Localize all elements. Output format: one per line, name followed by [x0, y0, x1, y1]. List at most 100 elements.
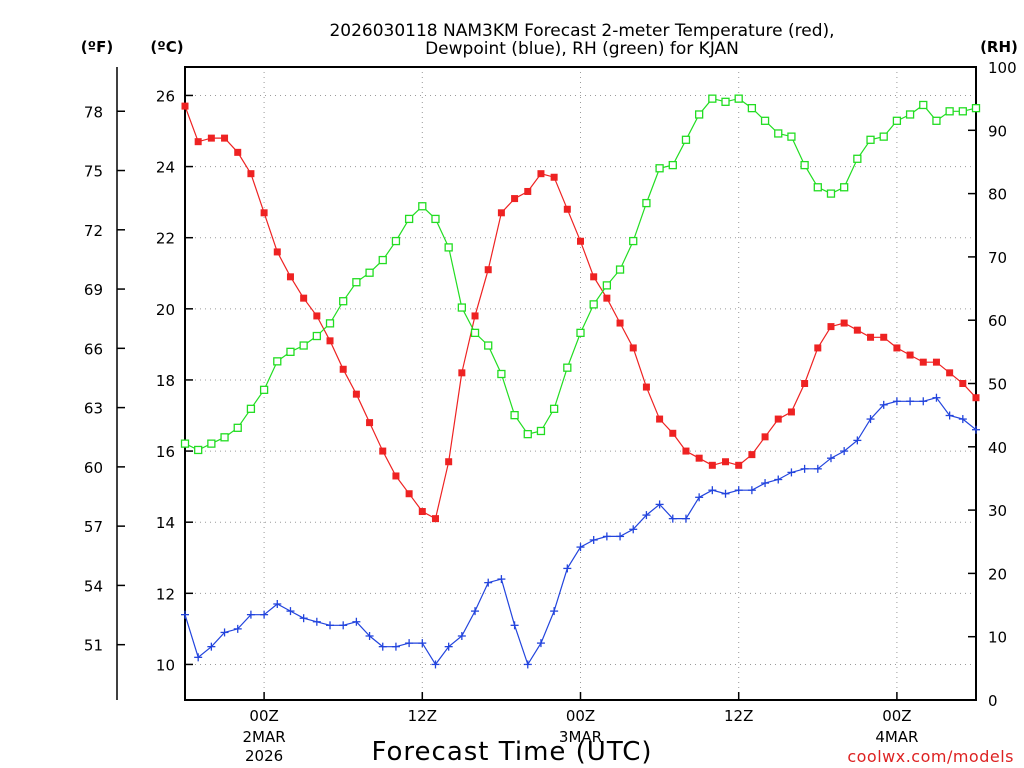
temperature-point: [695, 454, 703, 462]
rh-point: [194, 445, 203, 455]
temperature-point: [761, 433, 769, 441]
x-tick-date-label: 2MAR: [243, 728, 286, 746]
dewpoint-point: [695, 493, 704, 502]
dewpoint-point: [813, 464, 822, 473]
rh-tick-label: 30: [988, 502, 1007, 520]
fahrenheit-tick-label: 51: [84, 637, 103, 655]
series-rh: [180, 94, 981, 455]
rh-point: [365, 268, 374, 277]
grid-lines: [185, 67, 976, 700]
dewpoint-point: [207, 642, 216, 651]
rh-point: [312, 331, 321, 341]
temperature-point: [906, 351, 914, 359]
rh-tick-label: 40: [988, 439, 1007, 457]
series-dewpoint: [181, 393, 980, 669]
fahrenheit-tick-label: 66: [84, 340, 103, 358]
axes-group: 10 12 14 16 18 20 22 24 26 51 54 57 60 63 66 69 72 75 78 0 1…: [84, 59, 1017, 765]
chart-title-line2: Dewpoint (blue), RH (green) for KJAN: [425, 39, 739, 59]
rh-point: [404, 214, 414, 224]
temperature-point: [722, 458, 730, 466]
dewpoint-point: [668, 514, 677, 523]
dewpoint-point: [721, 489, 730, 498]
rh-tick-label: 80: [988, 186, 1007, 204]
rh-point: [497, 369, 506, 379]
temperature-point: [458, 369, 466, 377]
dewpoint-point: [510, 621, 519, 630]
rh-point: [853, 154, 862, 163]
rh-point: [220, 433, 229, 442]
temperature-point: [471, 312, 479, 320]
rh-point: [470, 328, 480, 338]
dewpoint-point: [312, 617, 321, 626]
rh-point: [589, 300, 598, 309]
temperature-point: [814, 344, 822, 352]
temperature-point: [181, 102, 189, 110]
celsius-tick-label: 12: [156, 585, 175, 603]
rh-point: [273, 357, 282, 366]
dewpoint-point: [378, 642, 387, 651]
rh-point: [734, 94, 743, 103]
temperature-point: [603, 294, 611, 302]
dewpoint-point: [708, 486, 717, 495]
rh-tick-label: 60: [988, 312, 1007, 330]
dewpoint-point: [761, 479, 770, 488]
rh-point: [418, 202, 427, 211]
x-axis-label: Forecast Time (UTC): [371, 737, 652, 767]
dewpoint-point: [471, 607, 480, 616]
rh-point: [774, 129, 783, 138]
rh-point: [378, 255, 387, 265]
temperature-point: [959, 380, 967, 387]
temperature-point: [787, 408, 795, 416]
dewpoint-point: [194, 653, 203, 662]
temperature-point: [247, 170, 255, 178]
temperature-point: [867, 333, 875, 341]
temperature-point: [537, 170, 545, 178]
temperature-point: [840, 319, 848, 327]
dewpoint-point: [273, 599, 282, 608]
dewpoint-point: [919, 397, 928, 406]
dewpoint-point: [892, 397, 901, 406]
dewpoint-point: [550, 607, 559, 616]
temperature-point: [735, 461, 743, 469]
temperature-point: [418, 508, 426, 516]
dewpoint-point: [958, 415, 967, 424]
rh-point: [536, 426, 546, 436]
dewpoint-point: [972, 425, 980, 434]
x-tick-date-label: 3MAR: [559, 728, 602, 746]
temperature-point: [590, 273, 598, 281]
temperature-point: [642, 383, 650, 391]
rh-point: [510, 410, 519, 420]
dewpoint-point: [457, 631, 466, 640]
rh-point: [971, 103, 981, 113]
rh-point: [787, 132, 796, 141]
temperature-point: [194, 138, 202, 146]
celsius-unit-label: (ºC): [150, 38, 183, 56]
temperature-point: [774, 415, 782, 423]
rh-point: [576, 328, 585, 338]
dewpoint-point: [339, 621, 348, 630]
dewpoint-point: [233, 624, 242, 633]
x-tick-year-label: 2026: [245, 747, 283, 765]
dewpoint-point: [523, 660, 532, 669]
rh-point: [760, 116, 770, 125]
rh-point: [642, 198, 651, 208]
rh-point: [615, 265, 625, 274]
temperature-point: [880, 333, 888, 341]
fahrenheit-tick-label: 72: [84, 222, 103, 240]
rh-point: [945, 107, 954, 116]
rh-point: [549, 404, 559, 413]
dewpoint-point: [616, 532, 625, 541]
temperature-point: [748, 451, 756, 459]
celsius-tick-label: 10: [156, 656, 175, 674]
rh-point: [325, 319, 335, 328]
dewpoint-point: [826, 454, 835, 463]
dewpoint-point: [800, 464, 809, 473]
fahrenheit-tick-label: 54: [84, 577, 103, 595]
dewpoint-point: [655, 500, 664, 509]
dewpoint-point: [602, 532, 611, 541]
rh-point: [747, 103, 757, 113]
celsius-tick-label: 16: [156, 443, 175, 461]
dewpoint-point: [405, 639, 414, 648]
dewpoint-point: [260, 610, 269, 619]
rh-point: [391, 236, 401, 246]
